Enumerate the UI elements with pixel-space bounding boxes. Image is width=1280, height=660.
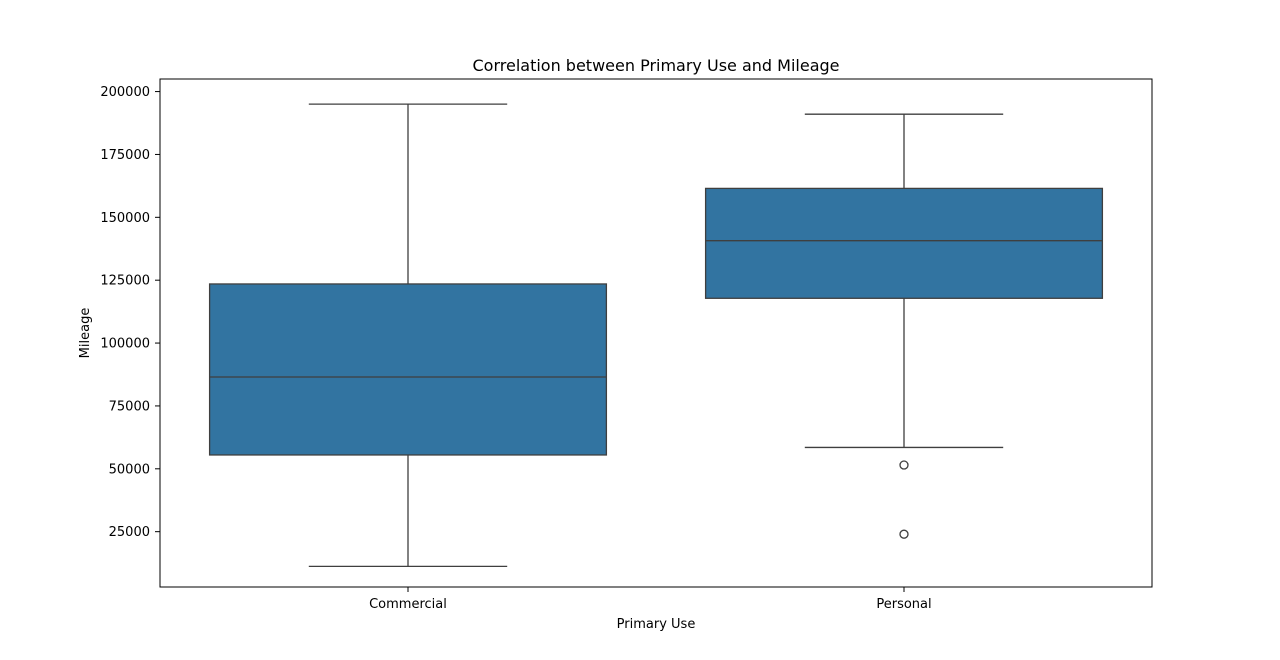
- outlier-point: [899, 529, 909, 539]
- y-axis: 25000 50000 75000 100000 125000 150000 175000 2…: [100, 85, 160, 540]
- chart-title: Correlation between Primary Use and Mile…: [472, 56, 839, 75]
- y-tick-label: 75000: [109, 399, 150, 414]
- box-group-commercial: [208, 103, 608, 568]
- iqr-box: [704, 187, 1104, 299]
- y-tick-label: 200000: [100, 85, 150, 100]
- y-tick-label: 100000: [100, 337, 150, 352]
- outlier-point: [899, 460, 909, 470]
- plot-area-frame: [159, 78, 1153, 588]
- y-tick-label: 175000: [100, 148, 150, 163]
- x-tick-label: Personal: [876, 597, 931, 612]
- y-tick-label: 125000: [100, 274, 150, 289]
- y-tick-label: 150000: [100, 211, 150, 226]
- x-axis-label: Primary Use: [617, 617, 696, 632]
- iqr-box: [208, 283, 608, 456]
- y-axis-label: Mileage: [78, 308, 93, 359]
- x-tick-label: Commercial: [369, 597, 447, 612]
- y-tick-label: 50000: [109, 462, 150, 477]
- box-group-personal: [704, 113, 1104, 539]
- plot-layer: [208, 103, 1104, 568]
- y-tick-label: 25000: [109, 525, 150, 540]
- x-axis: Commercial Personal: [369, 587, 932, 612]
